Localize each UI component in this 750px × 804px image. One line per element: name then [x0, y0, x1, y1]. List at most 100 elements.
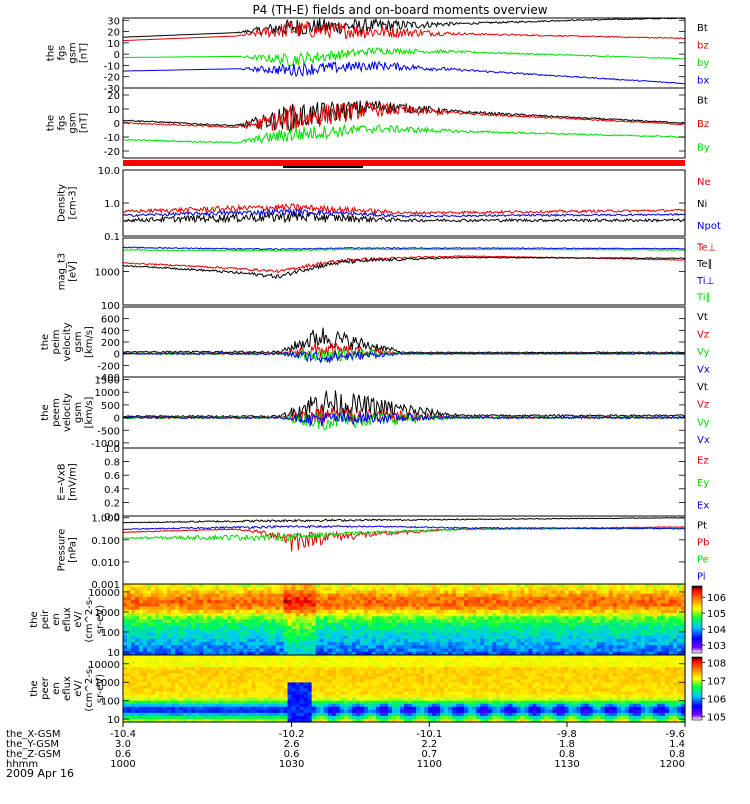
heatmap-cell	[199, 619, 204, 624]
heatmap-cell	[436, 700, 441, 705]
heatmap-cell	[135, 629, 140, 634]
heatmap-cell	[412, 638, 417, 643]
heatmap-cell	[339, 609, 345, 614]
heatmap-cell	[283, 651, 289, 656]
heatmap-cell	[315, 679, 321, 684]
heatmap-cell	[600, 622, 606, 627]
heatmap-cell	[399, 685, 405, 690]
heatmap-cell	[263, 715, 269, 720]
heatmap-cell	[367, 679, 373, 684]
heatmap-cell	[171, 679, 176, 684]
heatmap-cell	[151, 685, 156, 690]
heatmap-cell	[652, 622, 658, 627]
heatmap-cell	[327, 700, 333, 705]
heatmap-cell	[399, 619, 405, 624]
heatmap-cell	[412, 679, 417, 684]
heatmap-cell	[231, 651, 236, 656]
heatmap-cell	[656, 635, 662, 640]
heatmap-cell	[155, 625, 160, 630]
heatmap-cell	[131, 715, 136, 720]
heatmap-cell	[123, 676, 128, 680]
heatmap-cell	[267, 590, 273, 595]
heatmap-cell	[151, 619, 156, 624]
heatmap-cell	[399, 661, 405, 665]
heatmap-cell	[524, 587, 530, 592]
heatmap-cell	[283, 603, 289, 608]
heatmap-cell	[207, 638, 212, 643]
heatmap-cell	[387, 648, 393, 653]
heatmap-cell	[275, 596, 281, 601]
heatmap-cell	[552, 606, 558, 611]
heatmap-cell	[151, 703, 156, 708]
heatmap-cell	[275, 590, 281, 595]
heatmap-cell	[155, 712, 160, 717]
heatmap-cell	[412, 603, 417, 608]
heatmap-cell	[327, 638, 333, 643]
heatmap-cell	[460, 584, 465, 588]
heatmap-cell	[416, 613, 421, 617]
heatmap-cell	[143, 679, 148, 684]
heatmap-cell	[580, 651, 586, 656]
heatmap-cell	[287, 616, 293, 621]
heatmap-cell	[383, 703, 389, 708]
legend-entry: Ni	[697, 199, 707, 210]
y-tick-label: 100	[101, 301, 120, 312]
heatmap-cell	[331, 676, 337, 680]
series-line-Te∥	[122, 256, 686, 280]
heatmap-cell	[347, 667, 353, 671]
heatmap-cell	[311, 697, 317, 702]
heatmap-cell	[347, 638, 353, 643]
heatmap-cell	[331, 664, 337, 668]
heatmap-cell	[303, 661, 309, 665]
heatmap-cell	[291, 670, 297, 674]
heatmap-cell	[315, 625, 321, 630]
heatmap-cell	[139, 625, 144, 630]
heatmap-cell	[383, 619, 389, 624]
legend-entry: Vx	[697, 364, 710, 375]
heatmap-cell	[359, 590, 365, 595]
heatmap-cell	[291, 664, 297, 668]
heatmap-cell	[271, 587, 277, 592]
heatmap-cell	[247, 661, 253, 665]
heatmap-cell	[255, 685, 261, 690]
heatmap-cell	[436, 638, 441, 643]
heatmap-cell	[652, 645, 658, 650]
heatmap-cell	[428, 661, 433, 665]
heatmap-cell	[231, 616, 236, 621]
heatmap-cell	[640, 648, 646, 653]
heatmap-cell	[239, 606, 245, 611]
heatmap-cell	[171, 584, 176, 588]
heatmap-cell	[231, 625, 236, 630]
heatmap-cell	[391, 622, 397, 627]
heatmap-cell	[123, 688, 128, 693]
heatmap-cell	[171, 638, 176, 643]
heatmap-cell	[476, 622, 481, 627]
heatmap-cell	[391, 658, 397, 662]
heatmap-cell	[476, 642, 481, 646]
heatmap-cell	[404, 667, 409, 671]
legend-entry: bz	[697, 40, 709, 51]
heatmap-cell	[183, 622, 188, 627]
heatmap-cell	[383, 697, 389, 702]
the_peir_en_eflux-cells	[123, 584, 686, 656]
heatmap-cell	[367, 706, 373, 711]
heatmap-cell	[131, 603, 136, 608]
heatmap-cell	[351, 718, 357, 723]
heatmap-cell	[375, 670, 381, 674]
heatmap-cell	[556, 629, 562, 634]
heatmap-cell	[243, 709, 249, 714]
heatmap-cell	[251, 706, 257, 711]
heatmap-cell	[624, 616, 630, 621]
heatmap-cell	[644, 603, 650, 608]
heatmap-cell	[644, 606, 650, 611]
heatmap-cell	[656, 596, 662, 601]
heatmap-cell	[636, 613, 642, 617]
heatmap-cell	[420, 676, 425, 680]
heatmap-cell	[279, 638, 285, 643]
heatmap-cell	[536, 642, 542, 646]
heatmap-cell	[420, 658, 425, 662]
heatmap-cell	[255, 609, 261, 614]
heatmap-cell	[227, 619, 232, 624]
heatmap-cell	[404, 613, 409, 617]
heatmap-cell	[207, 670, 212, 674]
